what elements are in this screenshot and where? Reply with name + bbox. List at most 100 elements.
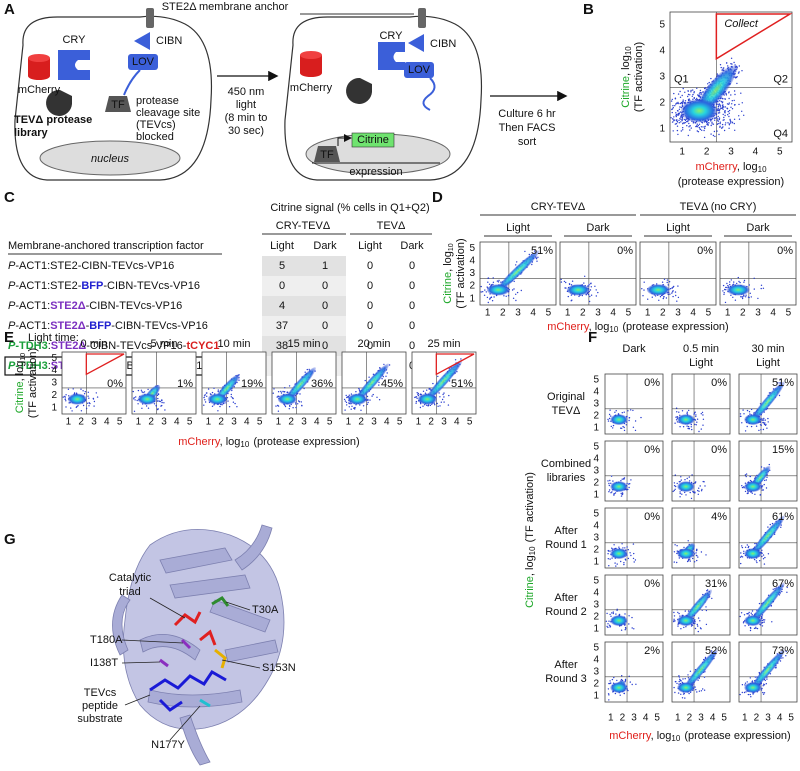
cell-dot (588, 300, 591, 303)
x-axis-label-part: (protease expression) (678, 176, 784, 188)
cell-dot (723, 292, 725, 294)
cell-dot (204, 401, 207, 403)
cell-dot (750, 296, 752, 298)
cell-dot (704, 127, 706, 130)
cell-dot (682, 118, 684, 120)
cell-dot (726, 103, 729, 105)
cell-dot (674, 291, 677, 293)
y-tick-label: 2 (469, 281, 475, 292)
tev-protease (46, 89, 72, 116)
cell-dot (663, 278, 666, 280)
cell-dot (673, 561, 675, 563)
cell-dot (699, 128, 701, 130)
x-axis-label-part: , log (589, 321, 610, 333)
cell-dot (204, 399, 206, 401)
x-tick-label: 2 (218, 417, 224, 428)
cell-dot (95, 392, 98, 394)
cell-dot (744, 625, 746, 627)
cell-dot (696, 559, 698, 562)
density-blob (744, 414, 762, 425)
cell-dot (697, 493, 699, 495)
cell-dot (696, 130, 698, 132)
y-tick-label: 5 (593, 442, 599, 453)
cell-dot (436, 402, 438, 405)
panel-a-art (14, 8, 568, 181)
density-blob (347, 393, 367, 405)
cell-dot (687, 95, 689, 98)
cell-dot (767, 553, 770, 555)
cell-dot (763, 417, 765, 420)
cell-dot (434, 404, 436, 406)
cell-dot (762, 554, 765, 556)
cell-dot (765, 479, 767, 481)
y-tick-label: 3 (659, 72, 665, 83)
cell-dot (284, 405, 287, 408)
cell-dot (719, 63, 722, 66)
cell-dot (779, 382, 781, 384)
cell-dot (496, 280, 499, 282)
cell-dot (93, 400, 96, 403)
cell-dot (767, 526, 769, 528)
cell-dot (697, 556, 699, 558)
cell-dot (691, 95, 693, 98)
cell-dot (627, 488, 629, 491)
cell-dot (219, 405, 221, 408)
cell-dot (694, 122, 696, 124)
cell-dot (630, 409, 632, 411)
table-value: 0 (322, 280, 328, 292)
cell-dot (763, 692, 766, 694)
cell-dot (625, 559, 627, 561)
cell-dot (627, 557, 630, 560)
cell-dot (344, 409, 346, 411)
cell-dot (694, 627, 697, 630)
cell-dot (484, 289, 486, 291)
cell-dot (493, 296, 495, 298)
cell-dot (686, 411, 688, 413)
cell-dot (687, 558, 690, 560)
cell-dot (62, 396, 64, 398)
cell-dot (491, 300, 494, 302)
x-axis-label-part: 10 (758, 165, 767, 174)
cell-dot (460, 358, 462, 360)
cell-dot (608, 624, 611, 626)
x-tick-label: 2 (660, 308, 666, 319)
density-blob (610, 481, 628, 492)
cell-dot (589, 295, 591, 298)
cell-dot (743, 552, 745, 555)
cell-dot (610, 415, 612, 417)
cell-dot (590, 294, 593, 296)
t180a-label: T180A (90, 634, 123, 646)
cell-dot (693, 561, 696, 563)
cell-dot (675, 485, 677, 488)
cell-dot (741, 110, 743, 113)
cell-dot (613, 544, 615, 546)
cell-dot (516, 261, 518, 263)
cell-dot (779, 378, 781, 381)
cell-dot (438, 392, 440, 394)
cell-dot (710, 124, 712, 127)
column-label: Light (756, 357, 780, 369)
cell-dot (761, 549, 763, 551)
cell-dot (753, 558, 756, 561)
table-row-name: P-ACT1:STE2-CIBN-TEVcs-VP16 (8, 260, 174, 272)
cell-dot (630, 479, 632, 481)
cell-dot (424, 392, 427, 394)
cell-dot (612, 612, 614, 615)
table-row-name-part: - (86, 320, 90, 332)
citrine-gene (351, 132, 395, 148)
cell-dot (676, 682, 678, 685)
cell-dot (764, 479, 766, 482)
cell-dot (762, 287, 765, 289)
cell-dot (702, 480, 704, 483)
cell-dot (687, 93, 690, 96)
collect-label: Collect (724, 18, 759, 30)
cell-dot (716, 130, 718, 132)
cell-dot (725, 94, 728, 96)
cell-dot (578, 295, 580, 298)
table-row-header: Membrane-anchored transcription factor (8, 240, 204, 252)
cell-dot (747, 546, 749, 549)
cell-dot (632, 543, 635, 545)
x-tick-label: 2 (754, 713, 760, 724)
cell-dot (744, 682, 747, 684)
cell-dot (675, 103, 677, 105)
